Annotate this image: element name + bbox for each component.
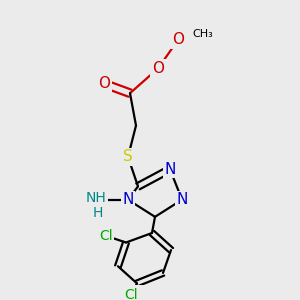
Text: S: S bbox=[123, 149, 133, 164]
Text: H: H bbox=[93, 206, 103, 220]
Text: O: O bbox=[172, 32, 184, 47]
Text: N: N bbox=[164, 162, 176, 177]
Text: O: O bbox=[98, 76, 110, 91]
Text: O: O bbox=[152, 61, 164, 76]
Text: N: N bbox=[122, 192, 134, 207]
Text: Cl: Cl bbox=[99, 229, 113, 243]
Text: NH: NH bbox=[85, 191, 106, 205]
Text: Cl: Cl bbox=[124, 288, 138, 300]
Text: N: N bbox=[176, 192, 188, 207]
Text: CH₃: CH₃ bbox=[192, 29, 213, 39]
